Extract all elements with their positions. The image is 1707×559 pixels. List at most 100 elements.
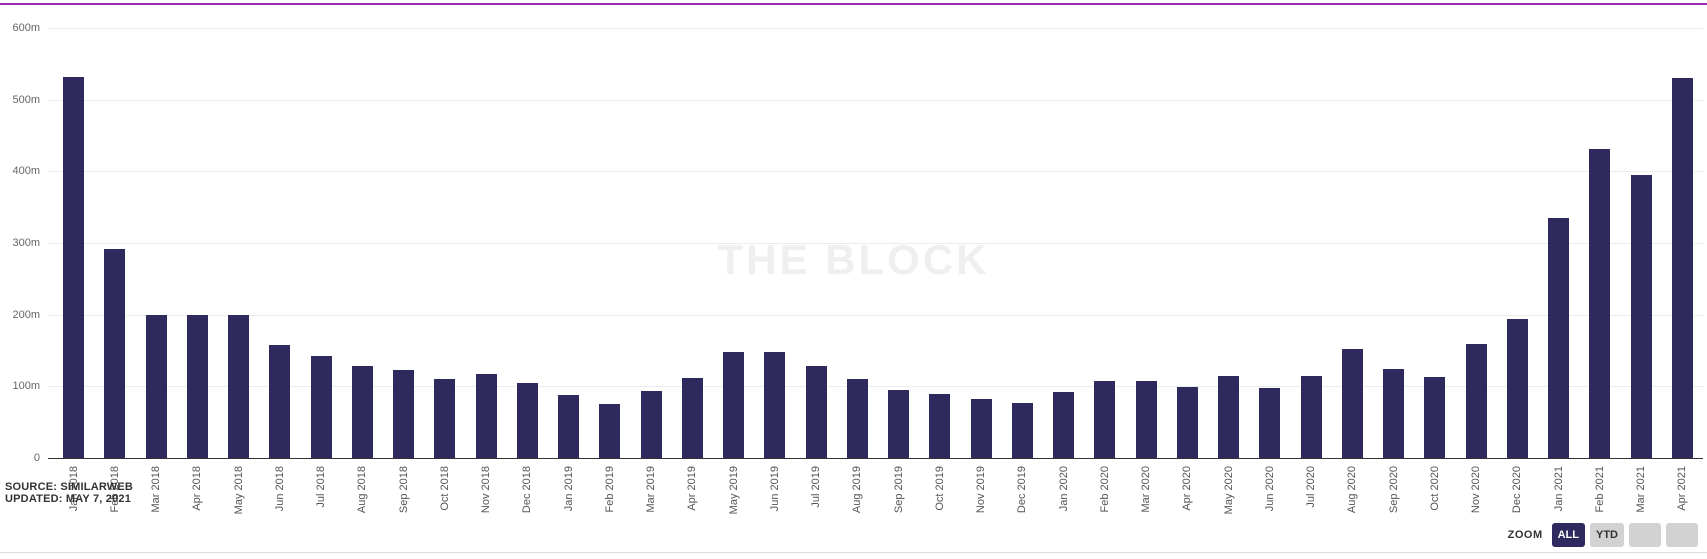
bar-jan-2018[interactable]: [63, 76, 85, 458]
bar-jun-2020[interactable]: [1259, 388, 1281, 458]
y-gridline: [48, 171, 1703, 173]
x-axis-tick-label: Feb 2020: [1098, 466, 1111, 513]
x-axis-tick-label: Aug 2019: [851, 466, 864, 514]
bar-dec-2019[interactable]: [1011, 402, 1033, 458]
bar-mar-2021[interactable]: [1630, 174, 1652, 458]
x-axis-tick-label: Mar 2019: [645, 466, 658, 513]
bar-may-2018[interactable]: [228, 314, 250, 458]
bar-sep-2020[interactable]: [1383, 369, 1405, 458]
x-axis-tick-label: Oct 2018: [438, 466, 451, 511]
y-gridline: [48, 28, 1703, 29]
bar-feb-2021[interactable]: [1589, 149, 1611, 458]
bar-jul-2018[interactable]: [310, 355, 332, 458]
bar-jan-2019[interactable]: [558, 394, 580, 458]
bar-mar-2019[interactable]: [640, 391, 662, 458]
bar-nov-2018[interactable]: [475, 374, 497, 458]
source-attribution: SOURCE: SIMILARWEB UPDATED: MAY 7, 2021: [5, 481, 133, 505]
bottom-divider: [0, 552, 1707, 553]
bar-apr-2021[interactable]: [1671, 78, 1693, 458]
bar-jun-2019[interactable]: [764, 351, 786, 458]
y-axis-tick-label: 200m: [12, 308, 40, 321]
x-axis-tick-label: May 2020: [1222, 466, 1235, 515]
x-axis-tick-label: Apr 2019: [686, 466, 699, 511]
x-axis-tick-label: Aug 2020: [1346, 466, 1359, 514]
y-axis-tick-label: 0: [33, 452, 40, 464]
bar-may-2019[interactable]: [723, 351, 745, 458]
bar-sep-2018[interactable]: [393, 369, 415, 458]
zoom-button-ytd[interactable]: YTD: [1590, 523, 1624, 547]
x-axis-tick-label: Nov 2018: [480, 466, 493, 514]
bar-apr-2019[interactable]: [681, 377, 703, 458]
x-axis-tick-label: Dec 2018: [521, 466, 534, 514]
bar-feb-2020[interactable]: [1094, 380, 1116, 458]
x-axis-tick-label: Jan 2020: [1057, 466, 1070, 512]
bar-feb-2018[interactable]: [104, 249, 126, 458]
x-axis-tick-label: Jul 2020: [1305, 466, 1318, 508]
zoom-button-4[interactable]: [1666, 523, 1698, 547]
x-axis-tick-label: Aug 2018: [356, 466, 369, 514]
bar-may-2020[interactable]: [1218, 376, 1240, 458]
x-axis-tick-label: Oct 2019: [933, 466, 946, 511]
bar-oct-2019[interactable]: [929, 394, 951, 458]
x-axis-tick-label: Sep 2018: [397, 466, 410, 514]
zoom-label: ZOOM: [1507, 529, 1543, 541]
y-axis-tick-label: 500m: [12, 93, 40, 106]
x-axis-tick-label: Jul 2019: [810, 466, 823, 508]
bar-oct-2020[interactable]: [1424, 377, 1446, 458]
bar-feb-2019[interactable]: [599, 403, 621, 458]
y-axis-tick-label: 300m: [12, 237, 40, 249]
source-line: SOURCE: SIMILARWEB: [5, 481, 134, 493]
watermark: THE BLOCK: [717, 236, 990, 283]
x-axis-tick-label: Feb 2021: [1593, 466, 1606, 513]
bar-aug-2020[interactable]: [1341, 349, 1363, 458]
y-gridline: [48, 314, 1703, 316]
x-axis-tick-label: Jun 2019: [768, 466, 781, 512]
x-axis-tick-label: Feb 2019: [603, 466, 616, 513]
bar-jan-2020[interactable]: [1053, 392, 1075, 458]
bar-nov-2020[interactable]: [1465, 344, 1487, 458]
x-axis-tick-label: Dec 2020: [1511, 466, 1524, 514]
bar-aug-2019[interactable]: [846, 379, 868, 458]
bar-dec-2018[interactable]: [516, 382, 538, 458]
x-axis-tick-label: Apr 2018: [191, 466, 204, 511]
bar-aug-2018[interactable]: [351, 366, 373, 458]
bar-oct-2018[interactable]: [434, 379, 456, 458]
x-axis-tick-label: Oct 2020: [1428, 466, 1441, 511]
x-axis-tick-label: Nov 2019: [975, 466, 988, 514]
x-axis-line: [48, 458, 1703, 459]
bar-apr-2018[interactable]: [186, 314, 208, 458]
bar-jul-2019[interactable]: [805, 366, 827, 458]
bar-jun-2018[interactable]: [269, 344, 291, 458]
zoom-controls: ZOOM ALL YTD: [1508, 523, 1698, 547]
x-axis-tick-label: Jun 2020: [1263, 466, 1276, 512]
x-axis-tick-label: Jun 2018: [273, 466, 286, 512]
bar-mar-2018[interactable]: [145, 314, 167, 458]
bar-jul-2020[interactable]: [1300, 375, 1322, 458]
x-axis-tick-label: Mar 2021: [1635, 466, 1648, 513]
x-axis-tick-label: May 2018: [232, 466, 245, 515]
x-axis-tick-label: Apr 2020: [1181, 466, 1194, 511]
x-axis-tick-label: Apr 2021: [1676, 466, 1689, 511]
y-gridline: [48, 243, 1703, 244]
y-axis-tick-label: 400m: [12, 165, 40, 178]
bar-dec-2020[interactable]: [1506, 318, 1528, 458]
x-axis-tick-label: Mar 2018: [150, 466, 163, 513]
x-axis-tick-label: Jul 2018: [315, 466, 328, 508]
y-gridline: [48, 99, 1703, 101]
y-gridline: [48, 386, 1703, 388]
y-axis-tick-label: 600m: [12, 22, 40, 34]
bar-jan-2021[interactable]: [1548, 217, 1570, 458]
x-axis-tick-label: May 2019: [727, 466, 740, 515]
bar-mar-2020[interactable]: [1135, 380, 1157, 458]
x-axis-tick-label: Nov 2020: [1470, 466, 1483, 514]
zoom-button-all[interactable]: ALL: [1551, 523, 1585, 547]
x-axis-tick-label: Jan 2019: [562, 466, 575, 512]
x-axis-tick-label: Mar 2020: [1140, 466, 1153, 513]
x-axis-tick-label: Sep 2020: [1387, 466, 1400, 514]
zoom-button-3[interactable]: [1629, 523, 1661, 547]
bar-nov-2019[interactable]: [970, 398, 992, 458]
bar-sep-2019[interactable]: [888, 389, 910, 458]
bar-apr-2020[interactable]: [1176, 387, 1198, 458]
